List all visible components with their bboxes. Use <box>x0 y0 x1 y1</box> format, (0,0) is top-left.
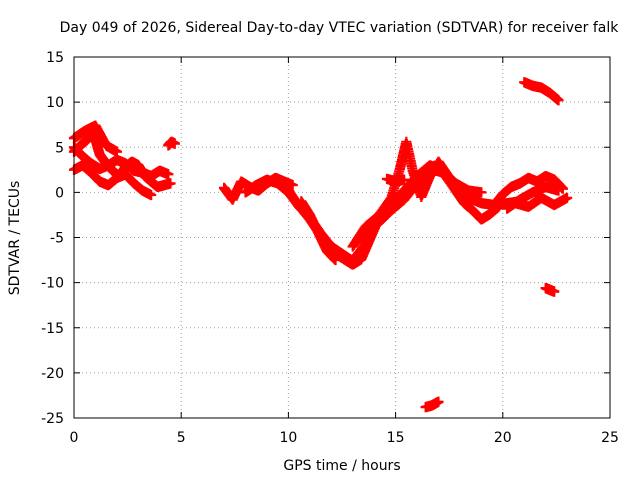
data-point <box>476 187 487 198</box>
series-arc-p <box>510 192 573 212</box>
y-tick-label: 10 <box>46 95 64 111</box>
series-arc-s <box>420 396 444 413</box>
series-arc-r <box>540 282 560 297</box>
series-arc-q <box>519 77 564 106</box>
data-point <box>163 169 174 180</box>
y-tick-label: 0 <box>55 185 64 201</box>
data-point <box>433 396 444 407</box>
series-arc-m <box>381 173 410 187</box>
y-tick-label: -15 <box>41 321 64 337</box>
chart-title: Day 049 of 2026, Sidereal Day-to-day VTE… <box>60 20 620 36</box>
x-axis-label: GPS time / hours <box>283 458 400 474</box>
data-point <box>111 146 122 157</box>
data-point <box>562 192 573 203</box>
series-arc-d <box>68 120 122 157</box>
x-tick-label: 25 <box>601 430 619 446</box>
y-axis-label: SDTVAR / TECUs <box>7 181 23 296</box>
x-tick-label: 0 <box>70 430 79 446</box>
series-arc-e <box>163 136 180 151</box>
series-arc-b <box>68 142 174 182</box>
x-tick-labels: 0 5 10 15 20 25 <box>70 430 619 446</box>
plot-frame <box>73 56 611 419</box>
y-tick-label: -5 <box>50 231 64 247</box>
y-tick-labels: -25 -20 -15 -10 -5 0 5 10 15 <box>41 50 64 427</box>
x-tick-label: 20 <box>494 430 512 446</box>
data-point <box>169 138 180 149</box>
data-point <box>553 185 564 196</box>
grid-lines <box>74 57 610 418</box>
data-point <box>553 95 564 106</box>
x-tick-label: 10 <box>279 430 297 446</box>
series-arc-i <box>296 196 341 266</box>
y-tick-label: -25 <box>41 411 64 427</box>
y-tick-label: 15 <box>46 50 64 66</box>
data-point <box>165 178 176 189</box>
data-point <box>146 189 157 201</box>
data-point <box>549 286 560 297</box>
series-arc-c <box>68 160 157 201</box>
data-points <box>68 77 573 413</box>
y-tick-label: -10 <box>41 276 64 292</box>
x-tick-label: 5 <box>177 430 186 446</box>
y-tick-label: -20 <box>41 366 64 382</box>
y-tick-label: 5 <box>55 140 64 156</box>
data-point <box>330 254 341 266</box>
x-tick-label: 15 <box>387 430 405 446</box>
data-point <box>399 174 410 185</box>
